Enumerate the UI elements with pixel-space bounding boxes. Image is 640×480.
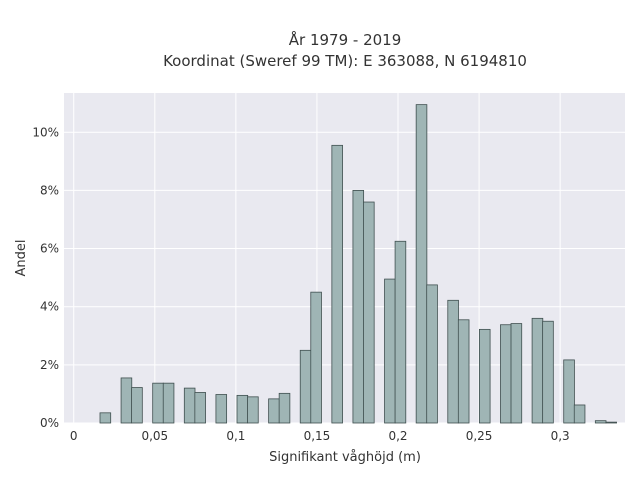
y-tick-label: 0% (40, 416, 59, 430)
bars (99, 104, 617, 424)
histogram-bar (299, 349, 312, 424)
y-axis-ticks: 0% 2% 4% 6% 8% 10% (32, 125, 59, 430)
histogram-bar (268, 398, 280, 424)
histogram-bar (247, 396, 259, 424)
y-tick-label: 4% (40, 300, 59, 314)
x-tick-label: 0,2 (388, 429, 407, 443)
chart-title-line2: Koordinat (Sweref 99 TM): E 363088, N 61… (163, 52, 527, 70)
histogram-bar (478, 328, 491, 424)
y-tick-label: 6% (40, 242, 59, 256)
x-tick-label: 0 (70, 429, 78, 443)
histogram-bar (563, 359, 575, 424)
histogram-bar (384, 278, 396, 424)
x-tick-label: 0,3 (551, 429, 570, 443)
histogram-bar (183, 387, 196, 424)
histogram-bar (573, 404, 586, 424)
histogram-bar (152, 382, 164, 424)
x-axis-label: Signifikant våghöjd (m) (269, 450, 421, 465)
histogram-bar (352, 190, 365, 424)
x-tick-label: 0,25 (466, 429, 493, 443)
y-tick-label: 10% (32, 125, 59, 139)
histogram-bar (236, 394, 249, 424)
x-tick-label: 0,1 (226, 429, 245, 443)
histogram-bar (215, 394, 228, 424)
histogram-bar (331, 144, 343, 424)
histogram-bar (363, 201, 375, 424)
histogram-bar (426, 284, 438, 424)
histogram-bar (510, 323, 523, 424)
histogram-bar (131, 387, 143, 424)
histogram-bar (415, 104, 428, 424)
y-axis-label: Andel (14, 240, 29, 277)
x-axis-ticks: 0 0,05 0,1 0,15 0,2 0,25 0,3 (70, 429, 570, 443)
histogram-bar (447, 299, 459, 424)
histogram-bar (542, 320, 554, 424)
x-tick-label: 0,05 (141, 429, 168, 443)
y-tick-label: 8% (40, 183, 59, 197)
histogram-bar (162, 382, 175, 424)
histogram-bar (457, 319, 470, 424)
histogram-bar (500, 324, 512, 424)
chart-title-line1: År 1979 - 2019 (289, 30, 402, 49)
histogram-bar (594, 420, 607, 424)
histogram-bar (394, 240, 407, 424)
x-tick-label: 0,15 (304, 429, 331, 443)
histogram-bar (531, 317, 544, 424)
histogram-bar (310, 291, 322, 424)
y-tick-label: 2% (40, 358, 59, 372)
histogram-bar (120, 377, 133, 424)
plot-area (64, 93, 625, 423)
histogram-bar (99, 412, 112, 424)
histogram-bar (605, 421, 617, 424)
histogram-bar (278, 392, 291, 424)
histogram-bar (194, 392, 206, 424)
